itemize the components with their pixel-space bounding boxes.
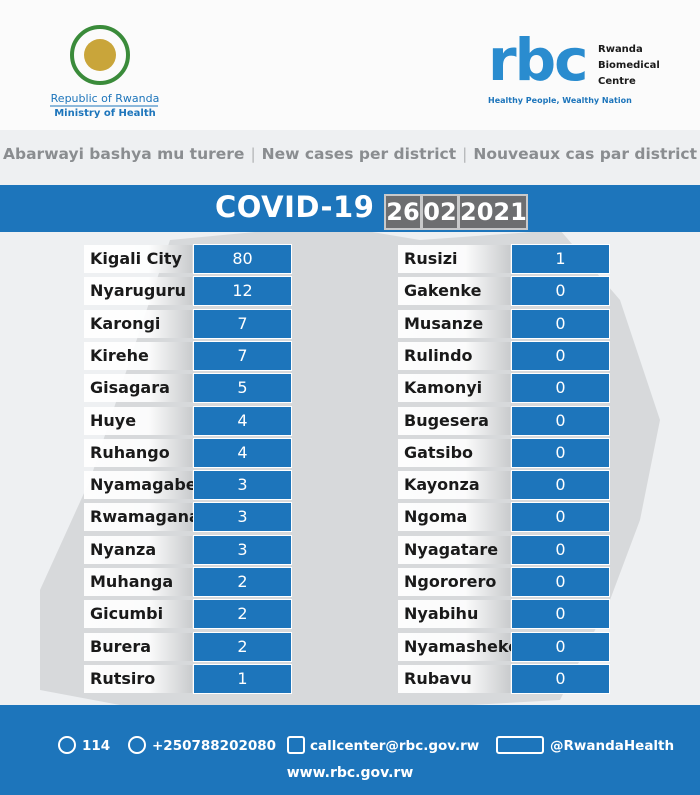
district-name: Rubavu [398, 664, 510, 693]
phone-icon [58, 736, 76, 754]
subtitle-part: Nouveaux cas par district [473, 145, 697, 163]
banner [0, 185, 700, 232]
header [0, 0, 700, 130]
subtitle-part: Abarwayi bashya mu turere [3, 145, 245, 163]
separator: | [250, 145, 256, 163]
footer [0, 705, 700, 795]
rbc-name-line: Biomedical [598, 60, 660, 71]
district-name: Gatsibo [398, 438, 510, 467]
district-name: Nyanza [84, 535, 192, 564]
rbc-name-line: Centre [598, 76, 636, 87]
social[interactable]: @RwandaHealth [550, 738, 675, 754]
district-name: Rulindo [398, 341, 510, 370]
rbc-logo: rbc [488, 26, 589, 94]
rbc-name: Rwanda Biomedical Centre [598, 42, 660, 90]
case-count: 0 [512, 664, 609, 693]
subtitle-part: New cases per district [261, 145, 457, 163]
rbc-name-line: Rwanda [598, 44, 643, 55]
case-count: 2 [194, 568, 291, 596]
district-name: Kayonza [398, 471, 510, 500]
case-count: 5 [194, 374, 291, 403]
case-count: 1 [512, 245, 609, 273]
district-name: Gisagara [84, 374, 192, 403]
district-name: Bugesera [398, 406, 510, 435]
district-name: Kigali City [84, 245, 192, 273]
case-count: 0 [512, 277, 609, 306]
case-count: 0 [512, 471, 609, 500]
org-name: Republic of Rwanda [50, 92, 160, 105]
district-name: Muhanga [84, 568, 192, 596]
subtitle: Abarwayi bashya mu turere | New cases per … [0, 145, 700, 163]
date-year: 2021 [458, 194, 528, 230]
case-count: 0 [512, 503, 609, 532]
case-count: 0 [512, 406, 609, 435]
phone-icon [128, 736, 146, 754]
date-day: 26 [384, 194, 422, 230]
district-name: Musanze [398, 309, 510, 338]
district-name: Gakenke [398, 277, 510, 306]
case-count: 0 [512, 341, 609, 370]
case-count: 0 [512, 309, 609, 338]
case-count: 7 [194, 341, 291, 370]
district-name: Rusizi [398, 245, 510, 273]
case-count: 7 [194, 309, 291, 338]
website[interactable]: www.rbc.gov.rw [286, 765, 414, 781]
district-name: Nyabihu [398, 600, 510, 629]
district-name: Gicumbi [84, 600, 192, 629]
case-count: 0 [512, 632, 609, 661]
case-count: 3 [194, 535, 291, 564]
case-count: 0 [512, 535, 609, 564]
case-count: 2 [194, 600, 291, 629]
district-name: Nyaruguru [84, 277, 192, 306]
case-count: 0 [512, 438, 609, 467]
district-name: Rutsiro [84, 664, 192, 693]
emblem-center [84, 39, 116, 71]
email-icon [287, 736, 305, 754]
case-count: 3 [194, 471, 291, 500]
case-count: 4 [194, 406, 291, 435]
case-count: 0 [512, 568, 609, 596]
district-name: Kirehe [84, 341, 192, 370]
case-count: 0 [512, 374, 609, 403]
district-name: Ngororero [398, 568, 510, 596]
case-count: 0 [512, 600, 609, 629]
case-count: 3 [194, 503, 291, 532]
case-count: 2 [194, 632, 291, 661]
ministry: Ministry of Health [54, 108, 156, 119]
district-name: Nyamagabe [84, 471, 197, 500]
social-icons [496, 736, 544, 754]
phone: +250788202080 [152, 738, 277, 754]
email[interactable]: callcenter@rbc.gov.rw [310, 738, 480, 754]
date-month: 02 [421, 194, 459, 230]
district-name: Nyagatare [398, 535, 510, 564]
emblem [70, 25, 130, 85]
district-name: Burera [84, 632, 192, 661]
case-count: 1 [194, 664, 291, 693]
banner-title: COVID-19 [215, 190, 375, 224]
district-name: Huye [84, 406, 192, 435]
case-count: 80 [194, 245, 291, 273]
case-count: 4 [194, 438, 291, 467]
district-name: Ngoma [398, 503, 510, 532]
case-count: 12 [194, 277, 291, 306]
district-name: Ruhango [84, 438, 192, 467]
district-name: Karongi [84, 309, 192, 338]
separator: | [462, 145, 468, 163]
district-name: Rwamagana [84, 503, 200, 532]
district-name: Kamonyi [398, 374, 510, 403]
district-name: Nyamasheke [398, 632, 519, 661]
phone-short: 114 [82, 738, 111, 754]
tagline: Healthy People, Wealthy Nation [488, 96, 632, 105]
